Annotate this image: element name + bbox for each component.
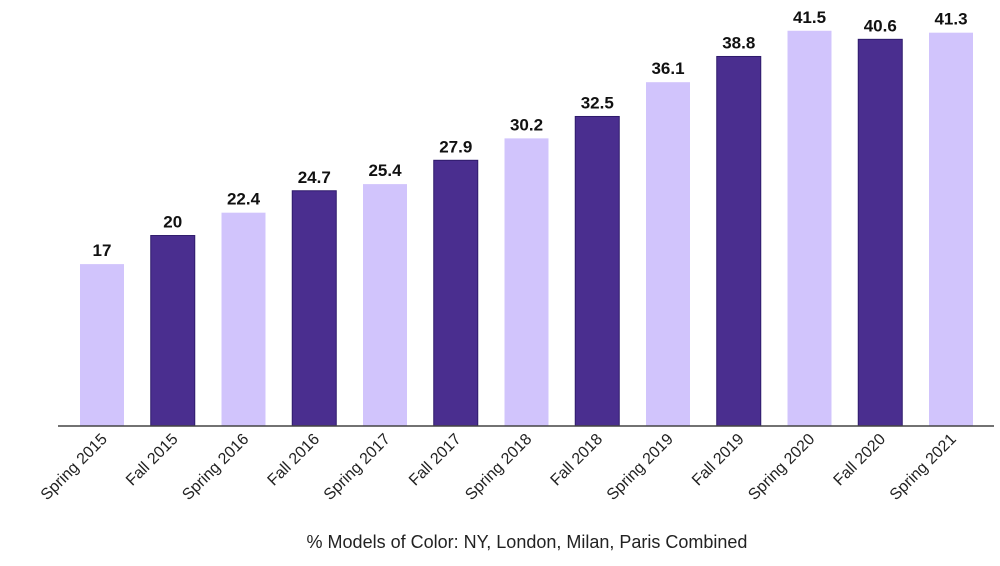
bar-spring-2020 xyxy=(787,30,832,426)
value-label: 27.9 xyxy=(439,137,472,156)
value-label: 20 xyxy=(163,213,182,232)
x-tick-label: Spring 2018 xyxy=(462,431,535,504)
x-tick-label: Spring 2019 xyxy=(604,431,677,504)
bar-spring-2017 xyxy=(363,184,407,426)
x-tick-label: Spring 2015 xyxy=(38,431,111,504)
value-label: 17 xyxy=(93,241,112,260)
x-tick-label: Fall 2019 xyxy=(689,431,748,490)
x-tick-label: Spring 2016 xyxy=(179,431,252,504)
bar-fall-2019 xyxy=(716,55,762,427)
x-tick-label: Fall 2020 xyxy=(831,431,890,490)
value-label: 32.5 xyxy=(581,93,614,112)
bar-spring-2016 xyxy=(221,212,266,426)
value-label: 36.1 xyxy=(651,59,684,78)
value-label: 41.5 xyxy=(793,8,826,27)
bar-spring-2021 xyxy=(929,32,973,427)
value-labels-group: 17 20 22.4 24.7 25.4 27.9 30.2 32.5 36.1 38.8 41.5… xyxy=(93,8,968,260)
value-label: 38.8 xyxy=(722,33,755,52)
bar-fall-2017 xyxy=(433,159,479,427)
value-label: 40.6 xyxy=(864,16,897,35)
bar-fall-2016 xyxy=(291,190,337,427)
bars-group xyxy=(80,30,973,427)
x-tick-label: Fall 2015 xyxy=(123,431,182,490)
value-label: 30.2 xyxy=(510,115,543,134)
x-tick-label: Spring 2017 xyxy=(321,431,394,504)
x-tick-label: Fall 2016 xyxy=(265,431,324,490)
value-label: 22.4 xyxy=(227,190,261,209)
x-tick-label: Fall 2018 xyxy=(548,431,607,490)
value-label: 41.3 xyxy=(934,10,967,29)
x-tick-label: Spring 2021 xyxy=(887,431,960,504)
bar-fall-2020 xyxy=(857,38,903,427)
bar-spring-2019 xyxy=(646,82,690,426)
bar-fall-2015 xyxy=(150,235,196,427)
value-label: 25.4 xyxy=(368,161,402,180)
value-label: 24.7 xyxy=(298,168,331,187)
bar-spring-2015 xyxy=(80,264,124,426)
bar-fall-2018 xyxy=(574,115,620,427)
x-tick-label: Spring 2020 xyxy=(745,431,818,504)
x-axis-title: % Models of Color: NY, London, Milan, Pa… xyxy=(307,532,748,552)
bar-spring-2018 xyxy=(504,138,549,426)
x-tick-label: Fall 2017 xyxy=(406,431,465,490)
